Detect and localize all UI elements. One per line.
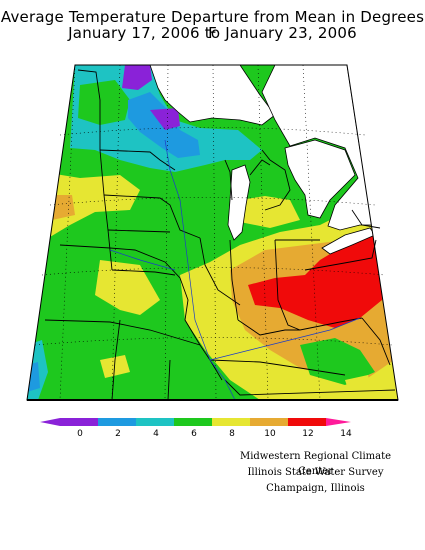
credit-line-2: Illinois State Water Survey bbox=[247, 467, 384, 478]
legend-swatch-4 bbox=[136, 418, 174, 426]
lake-michigan bbox=[227, 164, 251, 241]
legend-tick-label: 8 bbox=[229, 429, 235, 439]
legend-swatch-2 bbox=[98, 418, 136, 426]
legend-arrow-high bbox=[326, 418, 351, 426]
yellow-zone-north-mi bbox=[240, 196, 300, 228]
credit-line-1: Midwestern Regional Climate Center bbox=[239, 451, 392, 477]
legend-swatch-8 bbox=[212, 418, 250, 426]
graticule bbox=[34, 64, 393, 401]
legend-swatch-0 bbox=[60, 418, 98, 426]
purple-zone bbox=[122, 65, 152, 90]
map-title: Average Temperature Departure from Mean … bbox=[0, 8, 425, 42]
legend-swatch-6 bbox=[174, 418, 212, 426]
lake-superior bbox=[149, 65, 276, 126]
legend-swatch-10 bbox=[250, 418, 288, 426]
credit-line-3: Champaign, Illinois bbox=[266, 483, 365, 494]
legend-tick-label: 0 bbox=[77, 429, 83, 439]
legend-tick-label: 4 bbox=[153, 429, 159, 439]
legend-swatch-12 bbox=[288, 418, 326, 426]
state-borders bbox=[44, 69, 396, 401]
map-date-range: January 17, 2006 to January 23, 2006 bbox=[68, 24, 357, 42]
legend-tick-label: 2 bbox=[115, 429, 121, 439]
purple-zone-2 bbox=[150, 108, 180, 130]
lake-huron bbox=[284, 139, 356, 219]
yellow-zone-sw bbox=[95, 260, 160, 315]
legend-arrow-low bbox=[40, 418, 60, 426]
green-patch-north bbox=[78, 80, 130, 125]
legend-tick-label: 12 bbox=[302, 429, 313, 439]
yellow-patch-se bbox=[345, 375, 372, 395]
legend-tick-label: 14 bbox=[340, 429, 352, 439]
rivers bbox=[109, 139, 361, 401]
legend-tick-label: 10 bbox=[264, 429, 276, 439]
legend-tick-label: 6 bbox=[191, 429, 197, 439]
map-bottom-frame bbox=[27, 399, 398, 401]
yellow-patch-south bbox=[100, 355, 130, 378]
red-zone-ohio bbox=[248, 230, 382, 328]
